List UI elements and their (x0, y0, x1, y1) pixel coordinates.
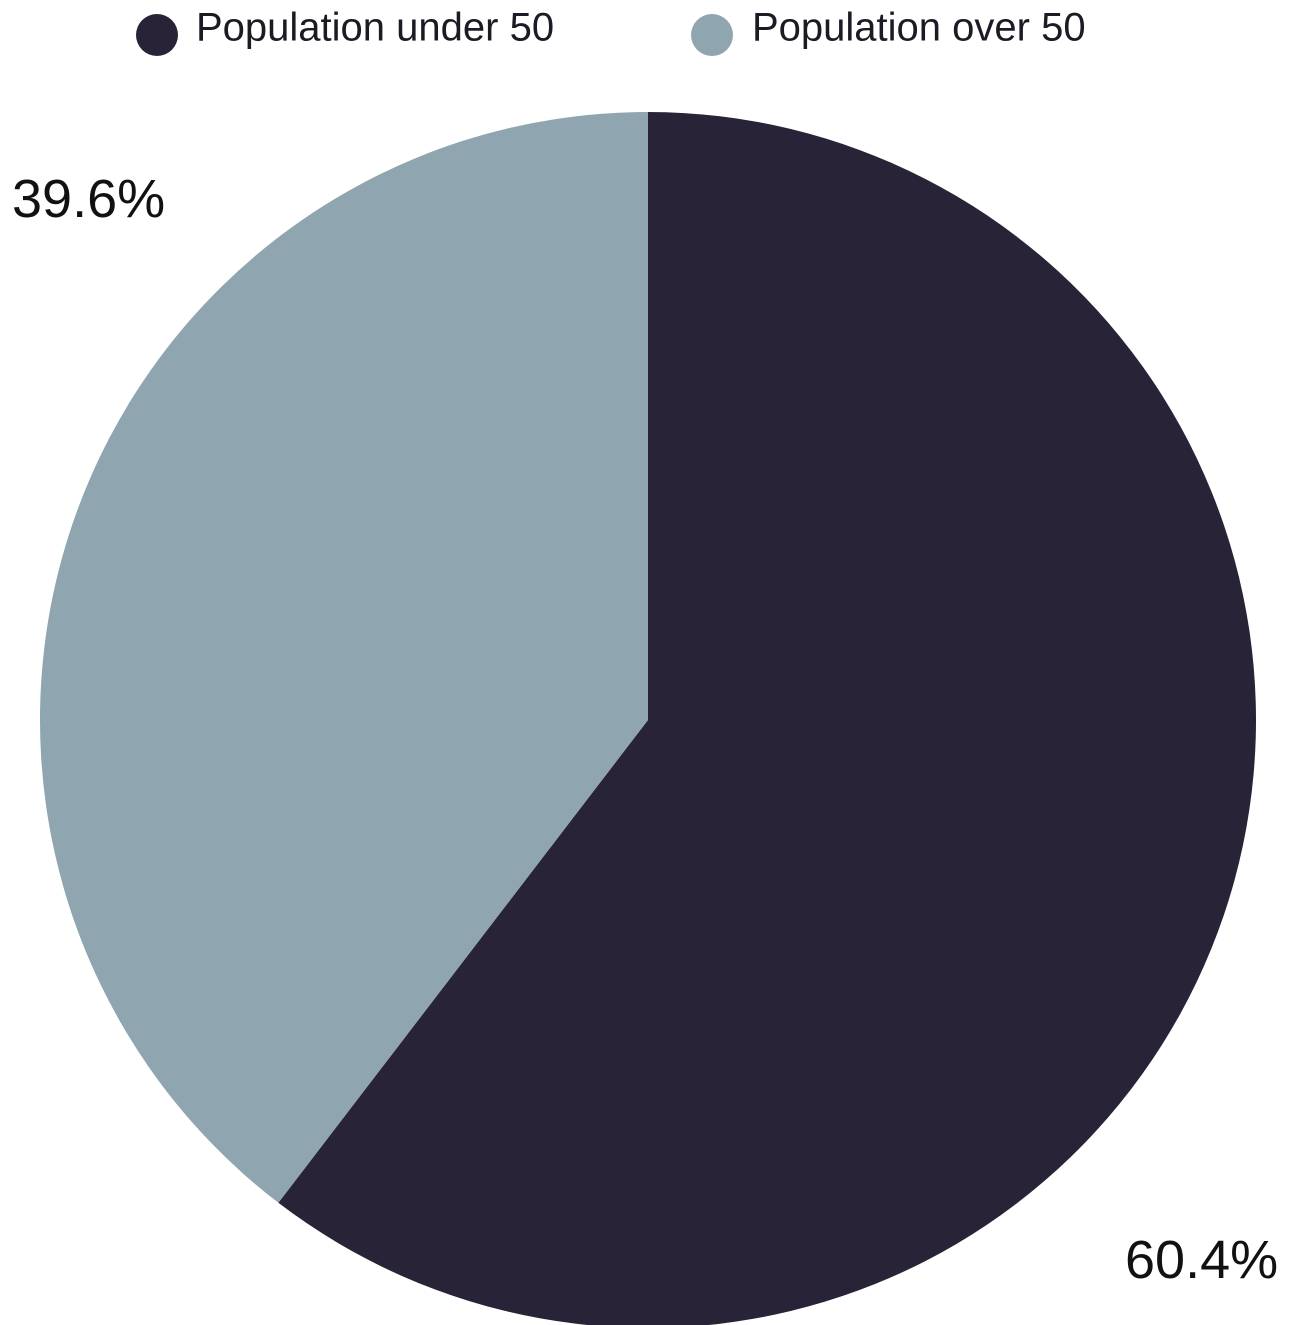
data-label-population-over-50: 39.6% (12, 169, 165, 229)
legend: Population under 50 Population over 50 (136, 6, 1086, 56)
pie-slice-population-over-50 (39, 111, 649, 1203)
slice-labels: 60.4% 39.6% (12, 169, 1278, 1290)
data-label-population-under-50: 60.4% (1125, 1230, 1278, 1290)
legend-label-population-under-50: Population under 50 (196, 6, 554, 50)
legend-label-population-over-50: Population over 50 (752, 6, 1086, 50)
legend-marker-population-under-50 (136, 14, 178, 56)
pie-slices (39, 111, 1256, 1325)
pie-slice-population-under-50 (278, 112, 1256, 1325)
legend-marker-population-over-50 (691, 14, 733, 56)
